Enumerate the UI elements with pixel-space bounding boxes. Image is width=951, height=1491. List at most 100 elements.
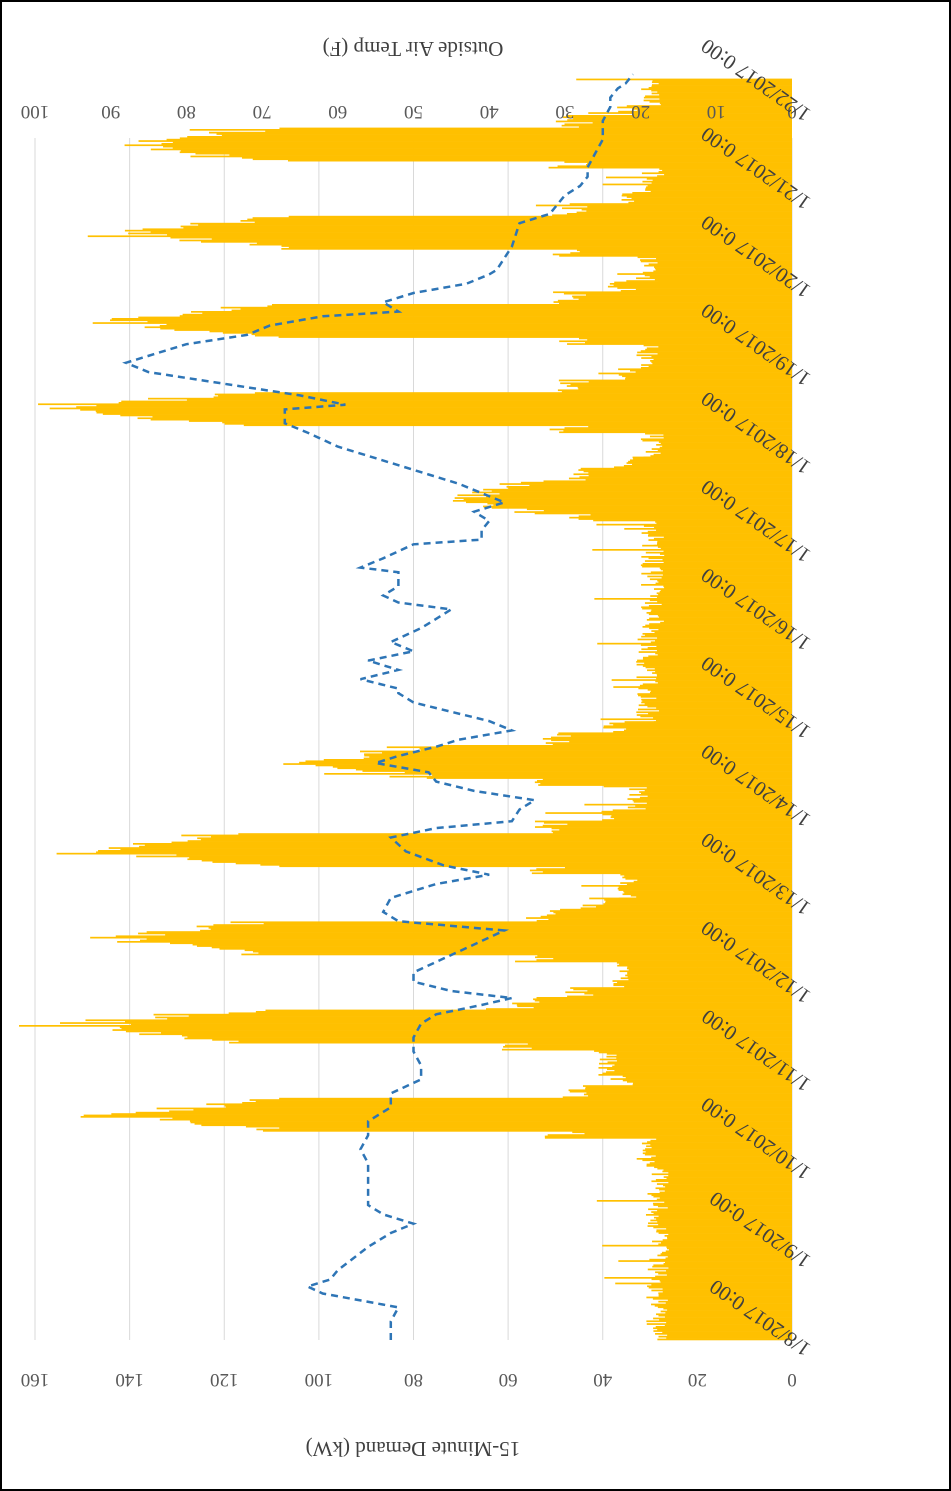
demand-bar — [585, 479, 792, 481]
demand-bar — [161, 143, 792, 145]
demand-bar — [635, 288, 792, 291]
demand-bar — [607, 1061, 792, 1064]
demand-bar — [587, 206, 792, 208]
demand-bar — [659, 591, 792, 593]
demand-bar — [641, 556, 792, 558]
demand-bar — [666, 1228, 792, 1230]
demand-bar — [585, 294, 792, 296]
secondary-tick-label: 70 — [253, 101, 272, 122]
demand-bar — [655, 1179, 792, 1181]
demand-bar — [653, 1264, 792, 1267]
demand-bar — [650, 1139, 792, 1142]
demand-bar — [191, 311, 792, 313]
demand-bar — [641, 532, 792, 534]
demand-bar — [491, 490, 792, 492]
demand-bar — [664, 586, 792, 589]
demand-bar — [623, 890, 792, 893]
demand-bar — [644, 703, 792, 705]
demand-bar — [658, 1292, 792, 1295]
demand-bar — [617, 964, 792, 967]
demand-bar — [616, 1060, 792, 1062]
demand-bar — [659, 1279, 792, 1282]
demand-bar — [533, 1006, 792, 1009]
demand-bar — [653, 1327, 792, 1330]
demand-bar — [612, 1065, 792, 1068]
demand-bar — [651, 630, 792, 632]
demand-bar — [625, 378, 792, 380]
demand-bar — [221, 134, 792, 137]
demand-bar — [661, 577, 792, 579]
demand-bar — [663, 633, 792, 635]
demand-bar — [658, 1243, 792, 1246]
demand-bar — [658, 1295, 792, 1297]
demand-bar — [593, 994, 792, 996]
demand-bar — [654, 1166, 792, 1169]
demand-bar — [628, 969, 792, 971]
demand-bar — [614, 281, 792, 284]
demand-bar — [200, 241, 793, 243]
demand-bar — [553, 291, 792, 294]
demand-bar — [659, 98, 792, 100]
demand-bar — [267, 305, 792, 308]
demand-bar — [604, 1277, 792, 1279]
secondary-tick-label: 10 — [707, 101, 726, 122]
demand-bar — [663, 550, 792, 553]
demand-bar — [618, 110, 792, 113]
secondary-tick-label: 90 — [101, 101, 120, 122]
demand-bar — [663, 585, 792, 588]
demand-bar — [646, 347, 792, 350]
demand-bar — [553, 301, 792, 303]
demand-bar — [609, 283, 792, 285]
demand-bar — [637, 256, 792, 259]
demand-bar — [279, 1097, 793, 1100]
demand-bar — [211, 946, 793, 949]
secondary-tick-label: 80 — [177, 101, 196, 122]
demand-bar — [579, 337, 792, 340]
demand-bar — [636, 277, 792, 280]
primary-tick-label: 0 — [787, 1369, 797, 1390]
demand-bar — [108, 847, 792, 849]
demand-bar — [658, 1300, 792, 1303]
demand-bar — [144, 844, 792, 847]
demand-bar — [645, 95, 792, 98]
demand-bar — [187, 1036, 792, 1038]
demand-bar — [649, 276, 792, 278]
demand-bar — [668, 1172, 792, 1174]
demand-bar — [642, 700, 792, 702]
demand-bar — [650, 610, 792, 613]
demand-bar — [648, 712, 792, 715]
demand-bar — [171, 841, 792, 844]
demand-bar — [602, 813, 792, 816]
demand-bar — [626, 883, 792, 886]
demand-bar — [645, 1148, 792, 1150]
demand-bar — [645, 189, 792, 191]
demand-bar — [278, 336, 792, 338]
demand-bar — [641, 88, 792, 91]
demand-bar — [654, 668, 792, 670]
demand-bar — [653, 721, 792, 723]
demand-bar — [588, 112, 792, 114]
demand-bar — [648, 557, 792, 560]
demand-bar — [666, 1177, 792, 1180]
demand-bar — [622, 375, 792, 378]
demand-bar — [582, 1085, 792, 1087]
demand-bar — [117, 941, 793, 943]
demand-bar — [214, 393, 792, 396]
demand-bar — [568, 1089, 792, 1092]
demand-bar — [520, 481, 792, 484]
demand-bar — [218, 395, 792, 397]
demand-bar — [650, 455, 792, 457]
demand-bar — [638, 708, 792, 711]
demand-bar — [603, 725, 792, 728]
demand-bar — [648, 535, 792, 537]
demand-bar — [660, 103, 792, 106]
demand-bar — [552, 743, 792, 746]
demand-bar — [228, 1012, 792, 1015]
demand-bar — [183, 227, 793, 229]
demand-bar — [648, 263, 792, 266]
demand-bar — [618, 897, 792, 900]
demand-bar — [659, 553, 792, 555]
demand-bar — [645, 187, 792, 190]
demand-bar — [656, 645, 792, 648]
